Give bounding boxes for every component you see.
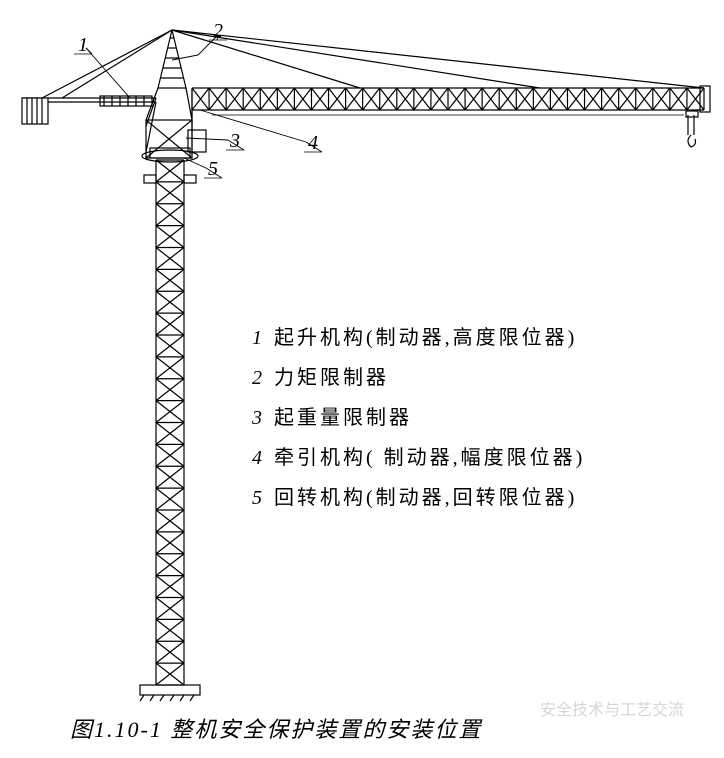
- legend-row: 3 起重量限制器: [240, 398, 585, 438]
- legend-text: 牵引机构( 制动器,幅度限位器): [274, 438, 585, 478]
- legend-text: 回转机构(制动器,回转限位器): [274, 478, 577, 518]
- legend-row: 5 回转机构(制动器,回转限位器): [240, 478, 585, 518]
- callout-4-num: 4: [308, 132, 318, 155]
- legend: 1 起升机构(制动器,高度限位器) 2 力矩限制器 3 起重量限制器 4 牵引机…: [240, 318, 585, 518]
- legend-row: 4 牵引机构( 制动器,幅度限位器): [240, 438, 585, 478]
- legend-text: 起重量限制器: [274, 398, 412, 438]
- legend-num: 3: [240, 398, 274, 438]
- callout-3-num: 3: [230, 130, 240, 153]
- legend-num: 5: [240, 478, 274, 518]
- legend-row: 2 力矩限制器: [240, 358, 585, 398]
- legend-num: 1: [240, 318, 274, 358]
- legend-row: 1 起升机构(制动器,高度限位器): [240, 318, 585, 358]
- callout-1-num: 1: [78, 34, 88, 57]
- legend-num: 2: [240, 358, 274, 398]
- legend-text: 力矩限制器: [274, 358, 389, 398]
- watermark: 安全技术与工艺交流: [540, 696, 684, 720]
- legend-text: 起升机构(制动器,高度限位器): [274, 318, 577, 358]
- legend-num: 4: [240, 438, 274, 478]
- callout-2-num: 2: [213, 20, 223, 43]
- figure-caption: 图1.10-1 整机安全保护装置的安装位置: [70, 712, 482, 744]
- callout-5-num: 5: [208, 158, 218, 181]
